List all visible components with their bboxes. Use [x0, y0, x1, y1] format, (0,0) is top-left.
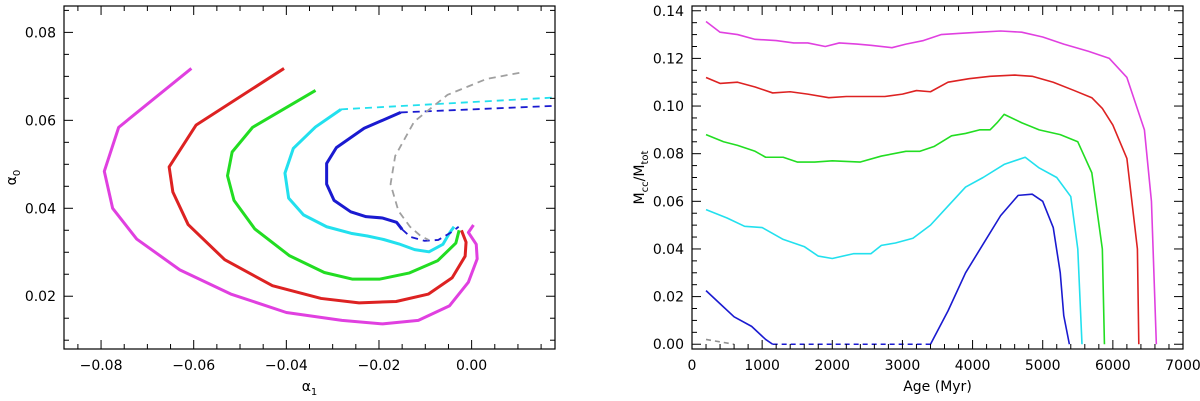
- series-line-cyan: [283, 108, 456, 254]
- y-axis-label: α0: [4, 170, 23, 186]
- right-panel-mass-fraction-plot: 0 1000 2000 3000 4000 5000 6000 7000 0.00 0.02 0.0…: [632, 4, 1200, 395]
- y-axis-label: Mcc/Mtot: [632, 151, 651, 205]
- y-tick-label: 0.14: [653, 4, 684, 20]
- y-tick-label: 0.04: [653, 242, 684, 258]
- x-tick-label: 1000: [744, 358, 780, 374]
- y-tick-label: 0.02: [25, 289, 56, 305]
- series-line-magenta: [705, 20, 1158, 345]
- series-line-blue-dashed-line: [400, 104, 555, 114]
- y-tick-label: 0.08: [653, 147, 684, 163]
- x-tick-label: 5000: [1025, 358, 1061, 374]
- x-tick-label: 3000: [885, 358, 921, 374]
- x-tick-label: 0: [688, 358, 697, 374]
- left-panel-alpha-plot: −0.08 −0.06 −0.04 −0.02 0.00 0.02 0.04 0.06 0.08…: [4, 5, 556, 398]
- series-group: [705, 20, 1158, 346]
- y-tick-label: 0.04: [25, 201, 56, 217]
- y-tick-label: 0.12: [653, 51, 684, 67]
- series-line-magenta: [102, 67, 479, 326]
- series-line-red: [167, 67, 468, 305]
- series-line-red: [705, 74, 1140, 345]
- x-tick-label: −0.08: [80, 358, 123, 374]
- series-line-green: [226, 89, 461, 281]
- x-tick-label: 0.00: [456, 358, 487, 374]
- series-line-blue-dashed: [401, 226, 460, 242]
- x-tick-label: −0.06: [172, 358, 215, 374]
- x-axis-label: Age (Myr): [903, 379, 972, 395]
- series-line-cyan: [705, 156, 1083, 345]
- x-tick-label: 6000: [1095, 358, 1131, 374]
- plot-frame: [63, 5, 556, 350]
- y-tick-label: 0.06: [25, 113, 56, 129]
- y-tick-label: 0.10: [653, 99, 684, 115]
- plot-frame: [691, 5, 1184, 350]
- x-tick-label: 4000: [955, 358, 991, 374]
- series-line-gray-dashed: [389, 71, 520, 241]
- series-line-blue: [705, 290, 774, 345]
- series-group: [102, 67, 555, 326]
- series-line-blue-right: [929, 193, 1071, 345]
- y-tick-label: 0.00: [653, 337, 684, 353]
- x-tick-label: 7000: [1165, 358, 1200, 374]
- x-tick-label: −0.02: [358, 358, 401, 374]
- y-tick-label: 0.08: [25, 25, 56, 41]
- x-tick-label: −0.04: [265, 358, 308, 374]
- series-line-blue: [325, 111, 404, 231]
- x-tick-label: 2000: [814, 358, 850, 374]
- x-axis-label: α1: [302, 379, 318, 398]
- y-tick-label: 0.02: [653, 290, 684, 306]
- series-line-green: [705, 113, 1106, 345]
- series-line-gray-zero: [705, 338, 735, 346]
- y-tick-label: 0.06: [653, 194, 684, 210]
